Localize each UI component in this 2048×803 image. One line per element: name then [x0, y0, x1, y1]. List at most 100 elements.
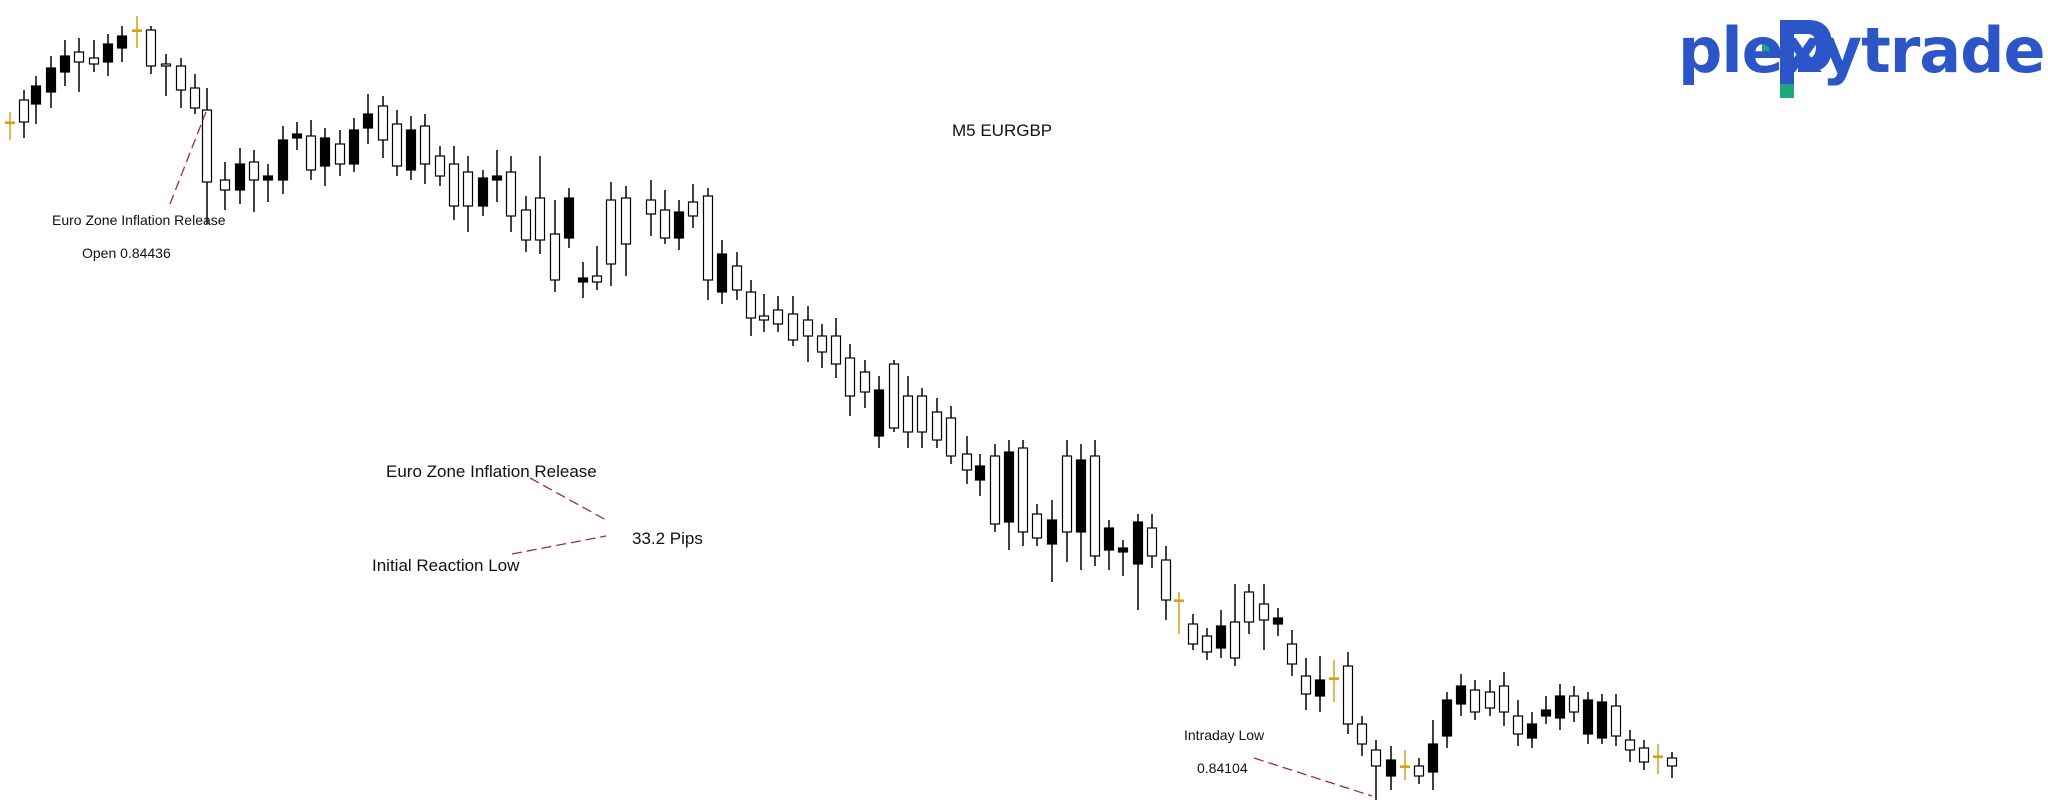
- candle-body: [1229, 621, 1241, 659]
- candle-body: [391, 123, 403, 167]
- candle-body: [620, 197, 632, 245]
- annotation-euro-zone-release-top: Euro Zone Inflation Release: [52, 212, 226, 228]
- candle-body: [1328, 677, 1340, 681]
- annotation-initial-reaction-low: Initial Reaction Low: [372, 556, 520, 575]
- candle-body: [916, 395, 928, 433]
- candle-body: [219, 179, 231, 191]
- candle-body: [1258, 603, 1270, 621]
- candle-body: [291, 133, 303, 139]
- candle-body: [772, 309, 784, 325]
- candle-body: [673, 211, 685, 239]
- candle-body: [277, 139, 289, 181]
- candle-body: [248, 161, 260, 181]
- candle-body: [844, 357, 856, 397]
- candle-body: [1582, 699, 1594, 735]
- candle-body: [45, 67, 57, 93]
- candle-body: [234, 163, 246, 191]
- candle-body: [605, 199, 617, 265]
- candle-body: [419, 125, 431, 165]
- candle-body: [1089, 455, 1101, 557]
- annotation-connector-line: [511, 535, 607, 555]
- candle-body: [1342, 665, 1354, 725]
- candle-body: [745, 291, 757, 319]
- candle-body: [18, 99, 30, 123]
- candle-body: [1017, 447, 1029, 533]
- annotation-intraday-low-price: 0.84104: [1197, 760, 1248, 776]
- candle-body: [931, 411, 943, 441]
- candle-body: [491, 175, 503, 181]
- candle-body: [405, 129, 417, 171]
- candle-body: [189, 87, 201, 109]
- candle-body: [201, 109, 213, 183]
- candle-body: [1031, 513, 1043, 539]
- candle-body: [1568, 695, 1580, 713]
- candle-body: [1046, 519, 1058, 545]
- candle-body: [59, 55, 71, 73]
- candle-body: [348, 129, 360, 165]
- candle-body: [262, 175, 274, 181]
- candle-body: [1512, 715, 1524, 735]
- candle-body: [1075, 459, 1087, 533]
- annotation-pips: 33.2 Pips: [632, 529, 703, 548]
- candle-body: [102, 43, 114, 63]
- candle-body: [1624, 739, 1636, 751]
- candle-body: [1554, 695, 1566, 719]
- candle-body: [1413, 765, 1425, 777]
- candle-body: [88, 57, 100, 65]
- candle-body: [1003, 451, 1015, 523]
- candle-body: [902, 395, 914, 433]
- candle-body: [687, 201, 699, 217]
- candle-body: [1201, 635, 1213, 653]
- candle-body: [534, 197, 546, 241]
- candle-body: [1314, 679, 1326, 697]
- candle-body: [945, 417, 957, 457]
- candle-body: [659, 209, 671, 239]
- candle-body: [1441, 699, 1453, 737]
- brand-wordmark: plexytrade: [1678, 14, 2046, 87]
- candle-body: [1652, 755, 1664, 759]
- candle-body: [830, 335, 842, 365]
- annotation-open-price: Open 0.84436: [82, 245, 171, 261]
- candle-body: [1469, 689, 1481, 713]
- candle-body: [702, 195, 714, 281]
- candle-body: [1427, 743, 1439, 773]
- annotation-euro-zone-release-mid: Euro Zone Inflation Release: [386, 462, 597, 481]
- candle-body: [563, 197, 575, 239]
- candle-body: [591, 275, 603, 283]
- candle-body: [362, 113, 374, 129]
- candle-body: [1243, 591, 1255, 623]
- candle-body: [1540, 709, 1552, 717]
- candle-body: [334, 143, 346, 165]
- candle-body: [1385, 759, 1397, 777]
- candle-body: [731, 265, 743, 291]
- annotation-connector-line: [169, 111, 207, 205]
- candle-body: [758, 315, 770, 321]
- candle-body: [505, 171, 517, 217]
- candle-body: [305, 135, 317, 171]
- candle-body: [645, 199, 657, 215]
- candle-body: [1596, 701, 1608, 739]
- candle-body: [520, 209, 532, 241]
- candle-body: [1272, 617, 1284, 625]
- candle-body: [549, 233, 561, 281]
- candle-body: [1103, 527, 1115, 551]
- candle-body: [116, 35, 128, 49]
- candle-body: [319, 137, 331, 167]
- candle-body: [1356, 723, 1368, 745]
- candle-body: [1173, 599, 1185, 603]
- candle-body: [873, 389, 885, 437]
- candle-body: [477, 177, 489, 207]
- candle-body: [1286, 643, 1298, 665]
- chart-title: M5 EURGBP: [952, 121, 1053, 140]
- annotation-intraday-low: Intraday Low: [1184, 727, 1265, 743]
- candle-body: [888, 363, 900, 429]
- candle-body: [1498, 685, 1510, 713]
- candle-body: [1215, 625, 1227, 649]
- candle-body: [1526, 723, 1538, 739]
- candle-body: [1455, 685, 1467, 705]
- candle-body: [462, 171, 474, 207]
- candle-body: [1187, 623, 1199, 645]
- candle-body: [802, 319, 814, 337]
- candle-body: [1610, 705, 1622, 737]
